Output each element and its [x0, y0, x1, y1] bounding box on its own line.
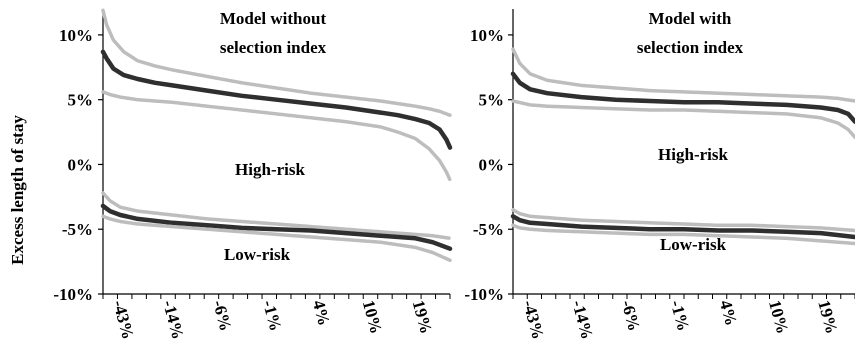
- chart-title-line: Model without: [220, 9, 327, 28]
- chart-panel-1: -10% -5% 0% 5% 10% -43% -14% -6% -1% 4% 10% 19% Mode…: [53, 8, 453, 341]
- series-line-high-risk-lower: [101, 90, 452, 182]
- x-tick-label: -14%: [568, 298, 597, 341]
- chart-panels: -10% -5% 0% 5% 10% -43% -14% -6% -1% 4% 10% 19% Mode…: [53, 8, 855, 341]
- series-line-low-risk-lower: [511, 223, 855, 246]
- x-tick-label: -1%: [667, 298, 693, 333]
- y-tick-label: 5%: [68, 91, 94, 110]
- y-tick-label: -5%: [473, 220, 504, 239]
- y-tick-label: -10%: [464, 285, 504, 304]
- y-tick-label: 5%: [479, 91, 505, 110]
- chart-title-line: Model with: [649, 9, 732, 28]
- x-tick-label: -6%: [209, 298, 235, 333]
- x-tick-label: 19%: [814, 298, 841, 336]
- chart-title-line: selection index: [637, 38, 744, 57]
- y-tick-label: 0%: [479, 155, 505, 174]
- annotation-high-risk: High-risk: [235, 160, 305, 179]
- chart-title-line: selection index: [220, 38, 327, 57]
- y-tick-label: -5%: [62, 220, 93, 239]
- series-line-low-risk-estimate: [100, 203, 453, 251]
- series-line-low-risk-upper: [511, 208, 855, 233]
- x-tick-label: -43%: [519, 298, 548, 341]
- series-line-high-risk-estimate: [100, 49, 453, 150]
- y-tick-label: 10%: [59, 26, 93, 45]
- series-line-high-risk-lower: [511, 99, 855, 140]
- series-line-low-risk-upper: [101, 191, 452, 241]
- x-tick-label: -6%: [618, 298, 644, 333]
- y-tick-label: -10%: [53, 285, 93, 304]
- x-tick-label: 10%: [765, 298, 792, 336]
- x-tick-label: -14%: [159, 298, 188, 341]
- series-line-low-risk-lower: [101, 214, 452, 263]
- x-tick-label: -1%: [259, 298, 285, 333]
- chart-panel-2: -10% -5% 0% 5% 10% -43% -14% -6% -1% 4% 10% 19% Mode…: [464, 9, 855, 341]
- annotation-low-risk: Low-risk: [660, 235, 727, 254]
- series-line-low-risk-estimate: [510, 214, 855, 240]
- y-tick-label: 0%: [68, 155, 94, 174]
- series-line-high-risk-estimate: [510, 71, 855, 124]
- annotation-low-risk: Low-risk: [224, 245, 291, 264]
- series-line-high-risk-upper: [101, 8, 452, 117]
- x-tick-label: -43%: [109, 298, 138, 341]
- y-tick-label: 10%: [470, 26, 504, 45]
- x-tick-label: 4%: [309, 298, 334, 328]
- series-line-high-risk-upper: [511, 47, 855, 103]
- x-tick-label: 19%: [409, 298, 436, 336]
- x-tick-label: 4%: [716, 298, 741, 328]
- y-axis-label: Excess length of stay: [8, 115, 27, 265]
- annotation-high-risk: High-risk: [658, 145, 728, 164]
- x-tick-label: 10%: [359, 298, 386, 336]
